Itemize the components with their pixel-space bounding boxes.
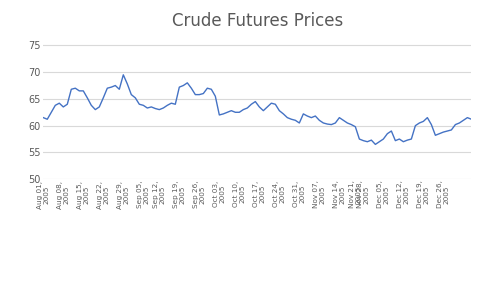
Title: Crude Futures Prices: Crude Futures Prices	[171, 12, 342, 30]
